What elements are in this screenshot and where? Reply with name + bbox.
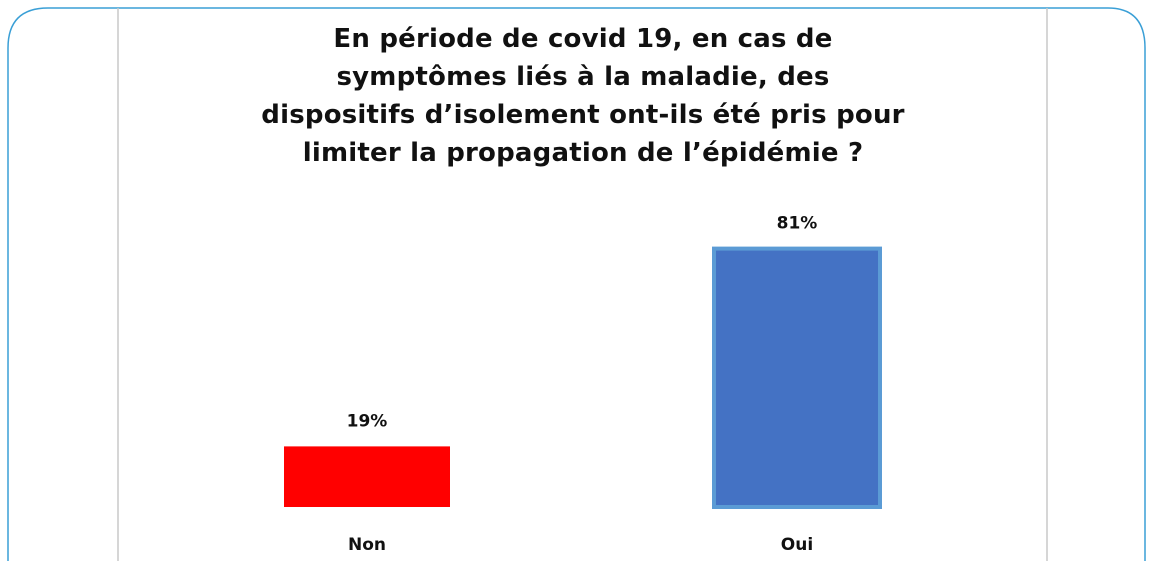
data-label: 81%	[777, 214, 818, 234]
bar	[712, 246, 882, 510]
bar	[284, 446, 450, 507]
x-tick-label: Oui	[781, 535, 813, 555]
x-tick-label: Non	[348, 535, 386, 555]
data-label: 19%	[347, 411, 388, 431]
frame	[7, 7, 1146, 561]
chart-title: En période de covid 19, en cas de symptô…	[261, 24, 905, 168]
